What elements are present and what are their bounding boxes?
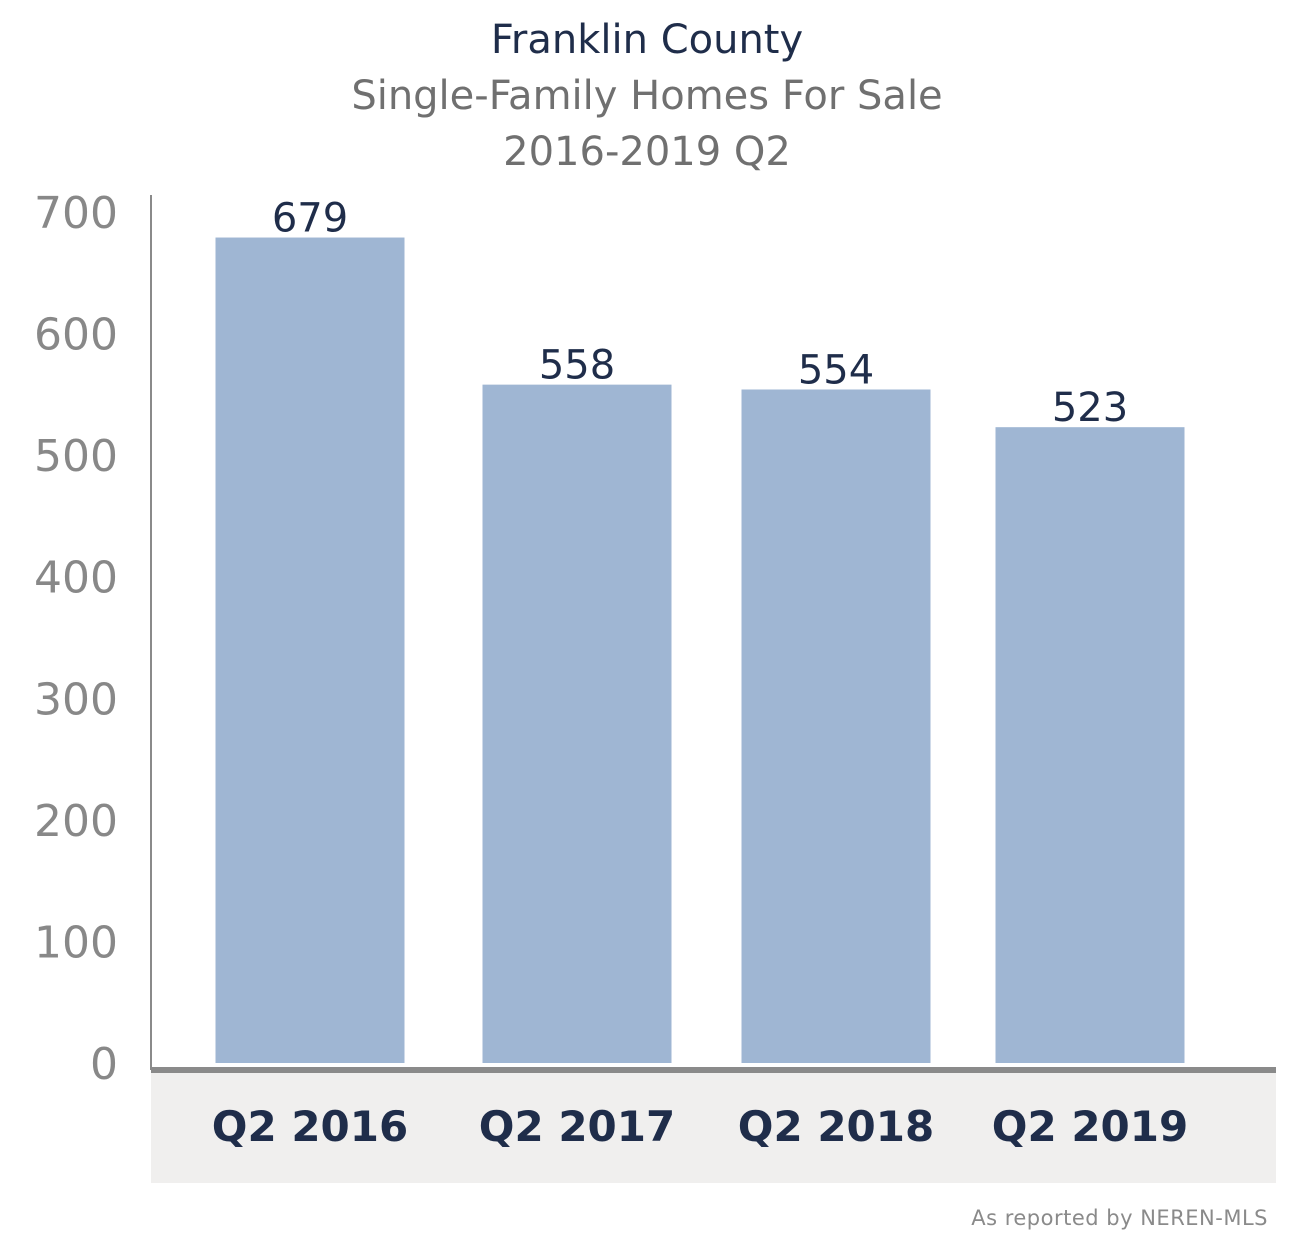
bar-q2-2017 (482, 384, 672, 1063)
source-note: As reported by NEREN-MLS (971, 1206, 1268, 1230)
x-tick-label: Q2 2016 (212, 1102, 408, 1151)
y-tick-label: 700 (34, 188, 118, 239)
y-tick-label: 300 (34, 674, 118, 725)
bar-q2-2018 (741, 389, 931, 1064)
chart-title: Franklin County (490, 17, 804, 63)
chart-subtitle-years: 2016-2019 Q2 (503, 129, 791, 175)
data-label: 554 (798, 347, 874, 393)
y-tick-label: 200 (34, 796, 118, 847)
bar-q2-2016 (215, 237, 405, 1063)
y-tick-label: 600 (34, 310, 118, 361)
chart-subtitle: Single-Family Homes For Sale (351, 73, 943, 119)
data-label: 558 (539, 343, 615, 389)
y-tick-label: 100 (34, 917, 118, 968)
bar-q2-2019 (995, 427, 1185, 1064)
data-label: 679 (272, 196, 348, 242)
x-tick-label: Q2 2019 (992, 1102, 1188, 1151)
x-tick-label: Q2 2018 (738, 1102, 934, 1151)
x-tick-label: Q2 2017 (479, 1102, 675, 1151)
chart-title-block: Franklin County Single-Family Homes For … (0, 12, 1294, 180)
y-tick-label: 400 (34, 553, 118, 604)
y-tick-label: 0 (90, 1039, 118, 1090)
y-tick-label: 500 (34, 431, 118, 482)
category-band (151, 1073, 1276, 1183)
data-label: 523 (1052, 385, 1128, 431)
